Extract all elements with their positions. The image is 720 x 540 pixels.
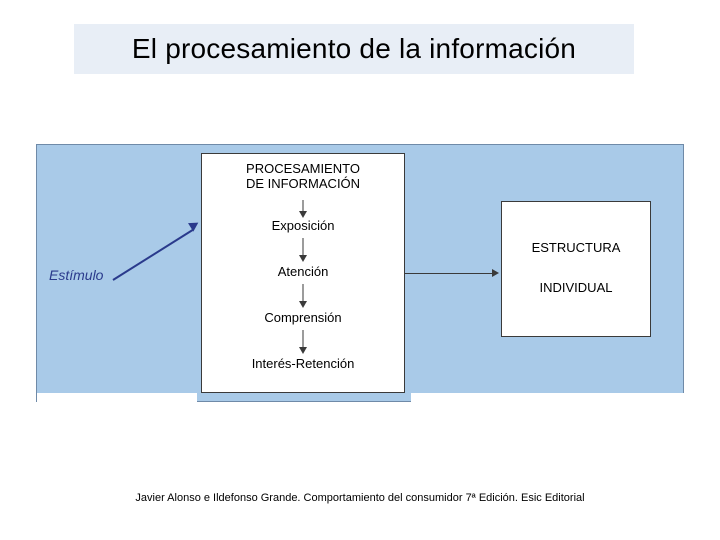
connector-line — [405, 273, 492, 274]
slide: El procesamiento de la información Estím… — [0, 0, 720, 540]
citation-text: Javier Alonso e Ildefonso Grande. Compor… — [0, 492, 720, 504]
step-arrowhead-icon — [299, 301, 307, 308]
step-arrow-line — [303, 284, 304, 302]
step-arrowhead-icon — [299, 255, 307, 262]
processing-step: Comprensión — [202, 310, 404, 325]
structure-box: ESTRUCTURA INDIVIDUAL — [501, 201, 651, 337]
connector-arrowhead-icon — [492, 269, 499, 277]
processing-step: Atención — [202, 264, 404, 279]
stimulus-arrow-line — [112, 229, 192, 280]
processing-step: Exposición — [202, 218, 404, 233]
processing-title: PROCESAMIENTODE INFORMACIÓN — [202, 162, 404, 192]
step-arrowhead-icon — [299, 347, 307, 354]
step-arrow-line — [303, 238, 304, 256]
processing-step: Interés-Retención — [202, 356, 404, 371]
stimulus-label: Estímulo — [49, 267, 103, 283]
processing-box: PROCESAMIENTODE INFORMACIÓN Exposición At… — [201, 153, 405, 393]
bottom-white-mask — [37, 393, 197, 403]
step-arrowhead-icon — [299, 211, 307, 218]
step-arrow-line — [303, 330, 304, 348]
bottom-white-mask — [411, 393, 685, 403]
structure-line-2: INDIVIDUAL — [502, 280, 650, 295]
slide-title: El procesamiento de la información — [132, 33, 576, 65]
diagram-panel: Estímulo PROCESAMIENTODE INFORMACIÓN Exp… — [36, 144, 684, 402]
title-bar: El procesamiento de la información — [74, 24, 634, 74]
structure-line-1: ESTRUCTURA — [502, 240, 650, 255]
